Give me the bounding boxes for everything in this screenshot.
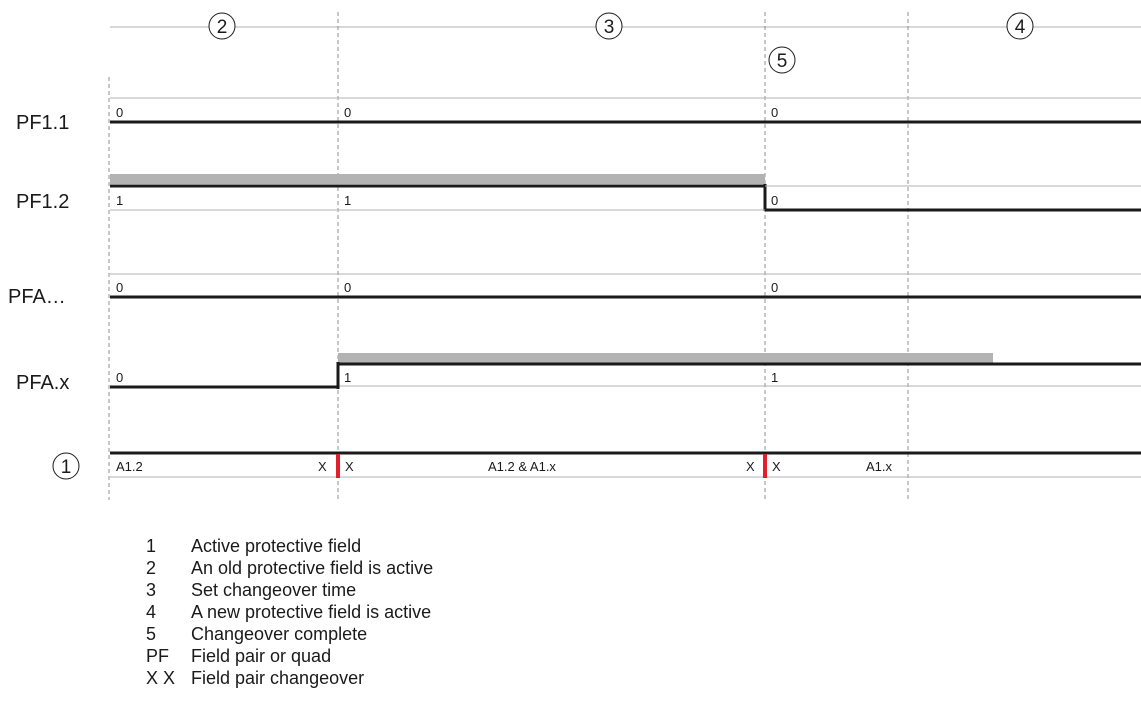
active-field-number: 1 bbox=[61, 457, 72, 478]
phase-callout-4: 4 bbox=[1006, 12, 1034, 40]
signal-value: 0 bbox=[344, 105, 351, 120]
phase-callout-3: 3 bbox=[595, 12, 623, 40]
signal-value: 0 bbox=[771, 193, 778, 208]
changeover-x: X bbox=[772, 459, 781, 474]
phase-number-4: 4 bbox=[1015, 17, 1026, 38]
legend-item: 3 Set changeover time bbox=[146, 579, 433, 601]
legend-key: 2 bbox=[146, 557, 157, 578]
changeover-marker bbox=[763, 454, 767, 478]
legend-text: Active protective field bbox=[191, 535, 362, 556]
legend-text: Field pair changeover bbox=[191, 667, 365, 688]
legend-text: An old protective field is active bbox=[191, 557, 434, 578]
changeover-x: X bbox=[746, 459, 755, 474]
phase-number-5: 5 bbox=[777, 51, 788, 72]
legend-text: A new protective field is active bbox=[191, 601, 432, 622]
legend-key: 1 bbox=[146, 535, 157, 556]
legend-text: Set changeover time bbox=[191, 579, 357, 600]
signal-value: 1 bbox=[344, 193, 351, 208]
row-label: PF1.2 bbox=[16, 191, 69, 213]
active-field-row: 1 A1.2 X X A1.2 & A1.x X X A1.x bbox=[52, 451, 1141, 480]
legend-item: 4 A new protective field is active bbox=[146, 601, 433, 623]
signal-value: 0 bbox=[116, 105, 123, 120]
legend-key: X X bbox=[146, 667, 176, 688]
signal-value: 0 bbox=[344, 280, 351, 295]
legend-item: X X Field pair changeover bbox=[146, 667, 433, 689]
changeover-marker bbox=[336, 454, 340, 478]
active-bar bbox=[110, 174, 765, 184]
changeover-x: X bbox=[345, 459, 354, 474]
signal-value: 1 bbox=[116, 193, 123, 208]
row-label: PF1.1 bbox=[16, 112, 69, 134]
timing-diagram: 2 3 4 5 PF1.1 0 0 0 PF1.2 1 1 0 PFA… bbox=[8, 12, 1141, 500]
phase-callout-5: 5 bbox=[768, 46, 796, 74]
legend: 1 Active protective field 2 An old prote… bbox=[146, 535, 433, 689]
legend-text: Field pair or quad bbox=[191, 645, 332, 666]
legend-item: PF Field pair or quad bbox=[146, 645, 433, 667]
signal-value: 1 bbox=[344, 370, 351, 385]
phase-number-3: 3 bbox=[604, 17, 615, 38]
signal-value: 0 bbox=[771, 105, 778, 120]
legend-item: 1 Active protective field bbox=[146, 535, 433, 557]
signal-row-pf1-1: PF1.1 0 0 0 bbox=[16, 97, 1141, 134]
signal-row-pfa-x: PFA.x 0 1 1 bbox=[16, 353, 1141, 394]
changeover-x: X bbox=[318, 459, 327, 474]
signal-value: 0 bbox=[116, 280, 123, 295]
active-field-callout bbox=[52, 452, 80, 480]
legend-text: Changeover complete bbox=[191, 623, 368, 644]
legend-key: 5 bbox=[146, 623, 157, 644]
active-bar bbox=[338, 353, 993, 363]
legend-item: 2 An old protective field is active bbox=[146, 557, 433, 579]
phase-callout-2: 2 bbox=[208, 12, 236, 40]
signal-value: 1 bbox=[771, 370, 778, 385]
signal-value: 0 bbox=[116, 370, 123, 385]
legend-key: 4 bbox=[146, 601, 157, 622]
legend-item: 5 Changeover complete bbox=[146, 623, 433, 645]
signal-row-pf1-2: PF1.2 1 1 0 bbox=[16, 174, 1141, 213]
field-segment: A1.x bbox=[866, 459, 893, 474]
row-label: PFA.x bbox=[16, 372, 69, 394]
signal-row-pfa-other: PFA… 0 0 0 bbox=[8, 273, 1141, 308]
row-label: PFA… bbox=[8, 286, 66, 308]
legend-key: 3 bbox=[146, 579, 157, 600]
phase-number-2: 2 bbox=[217, 17, 228, 38]
field-segment: A1.2 & A1.x bbox=[488, 459, 556, 474]
signal-value: 0 bbox=[771, 280, 778, 295]
field-segment: A1.2 bbox=[116, 459, 143, 474]
legend-key: PF bbox=[146, 645, 170, 666]
